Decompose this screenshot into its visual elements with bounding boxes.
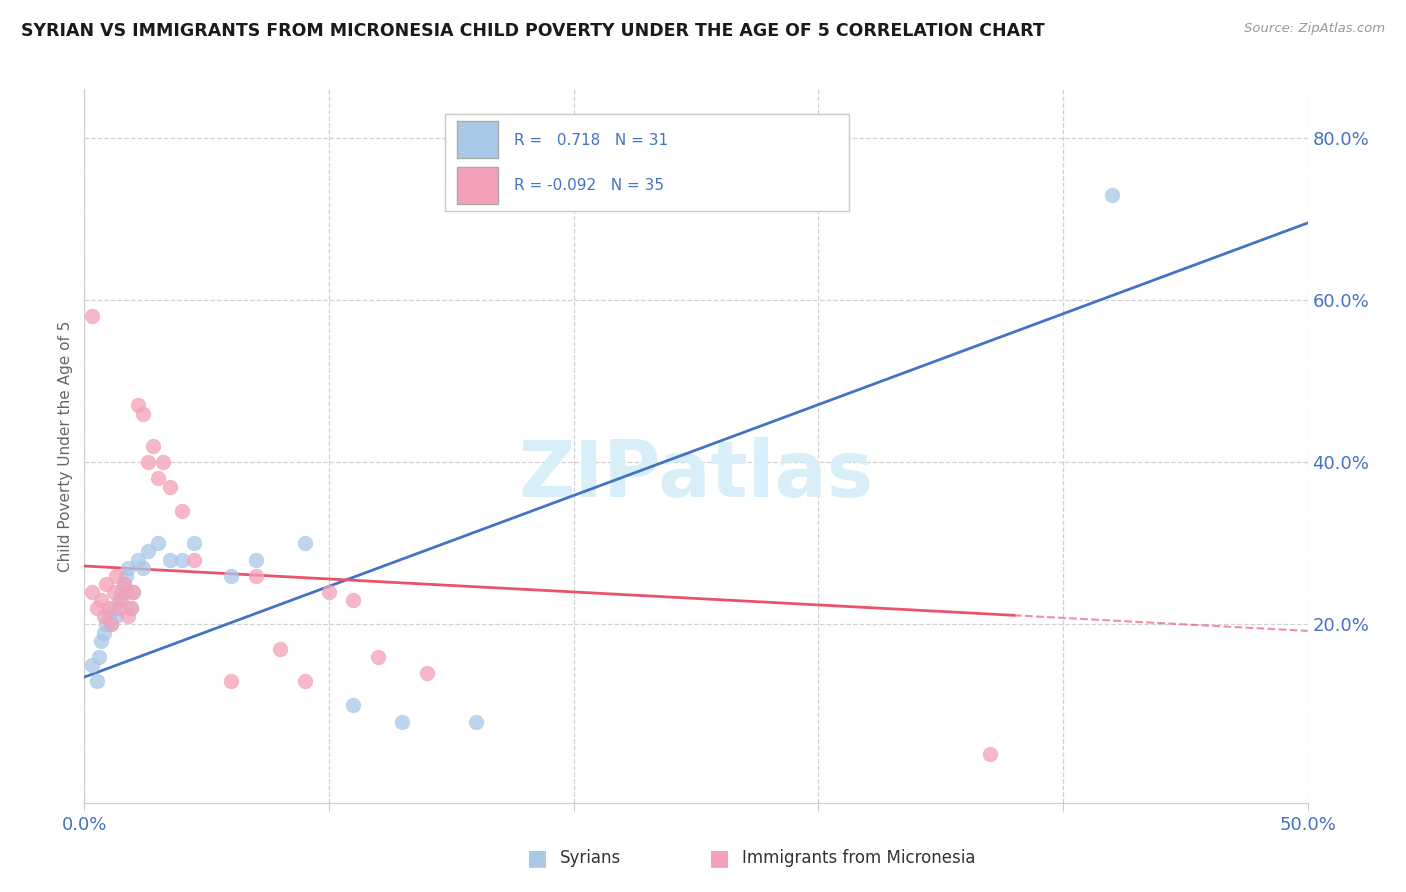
Text: ■: ■: [527, 848, 547, 868]
Point: [90, 633, 112, 648]
Point: [294, 536, 316, 550]
Text: ■: ■: [710, 848, 730, 868]
Point: [93, 609, 115, 624]
Point: [96, 577, 118, 591]
Point: [146, 471, 169, 485]
Point: [112, 577, 135, 591]
Text: ZIPatlas: ZIPatlas: [519, 436, 873, 513]
Point: [115, 568, 138, 582]
Point: [1101, 187, 1123, 202]
Point: [80, 657, 103, 672]
Point: [110, 593, 132, 607]
Point: [127, 552, 149, 566]
Point: [245, 568, 267, 582]
Text: Immigrants from Micronesia: Immigrants from Micronesia: [742, 849, 976, 867]
Point: [120, 601, 142, 615]
Point: [183, 536, 205, 550]
Point: [342, 698, 364, 713]
Point: [294, 674, 316, 689]
Point: [146, 536, 169, 550]
Point: [132, 407, 155, 421]
Point: [464, 714, 486, 729]
Point: [90, 593, 112, 607]
Point: [183, 552, 205, 566]
Point: [100, 617, 122, 632]
Point: [86, 674, 108, 689]
Point: [219, 674, 242, 689]
Point: [105, 568, 128, 582]
Point: [80, 310, 103, 324]
Point: [87, 649, 110, 664]
Point: [219, 568, 242, 582]
Point: [318, 585, 340, 599]
Point: [142, 439, 165, 453]
Point: [117, 560, 139, 574]
Point: [136, 544, 159, 558]
Point: [159, 479, 181, 493]
Point: [107, 593, 129, 607]
Point: [391, 714, 413, 729]
Point: [96, 617, 118, 632]
Point: [269, 641, 291, 656]
Point: [122, 585, 145, 599]
Point: [86, 601, 108, 615]
Point: [132, 560, 155, 574]
Point: [107, 601, 129, 615]
Point: [159, 552, 181, 566]
Point: [117, 609, 139, 624]
Point: [979, 747, 1001, 761]
Point: [93, 625, 115, 640]
Point: [152, 455, 174, 469]
Point: [416, 666, 439, 681]
Point: [122, 585, 145, 599]
Point: [172, 552, 194, 566]
Text: Source: ZipAtlas.com: Source: ZipAtlas.com: [1244, 22, 1385, 36]
Text: SYRIAN VS IMMIGRANTS FROM MICRONESIA CHILD POVERTY UNDER THE AGE OF 5 CORRELATIO: SYRIAN VS IMMIGRANTS FROM MICRONESIA CHI…: [21, 22, 1045, 40]
Point: [172, 504, 194, 518]
Text: Syrians: Syrians: [560, 849, 621, 867]
Point: [97, 601, 120, 615]
Y-axis label: Child Poverty Under the Age of 5: Child Poverty Under the Age of 5: [58, 320, 73, 572]
Point: [103, 585, 125, 599]
Point: [127, 399, 149, 413]
Point: [100, 617, 122, 632]
Point: [80, 585, 103, 599]
Point: [342, 593, 364, 607]
Point: [110, 585, 132, 599]
Point: [105, 609, 128, 624]
Point: [120, 601, 142, 615]
Point: [112, 577, 135, 591]
Point: [245, 552, 267, 566]
Point: [97, 609, 120, 624]
Point: [115, 585, 138, 599]
Point: [136, 455, 159, 469]
Point: [103, 601, 125, 615]
Point: [367, 649, 389, 664]
